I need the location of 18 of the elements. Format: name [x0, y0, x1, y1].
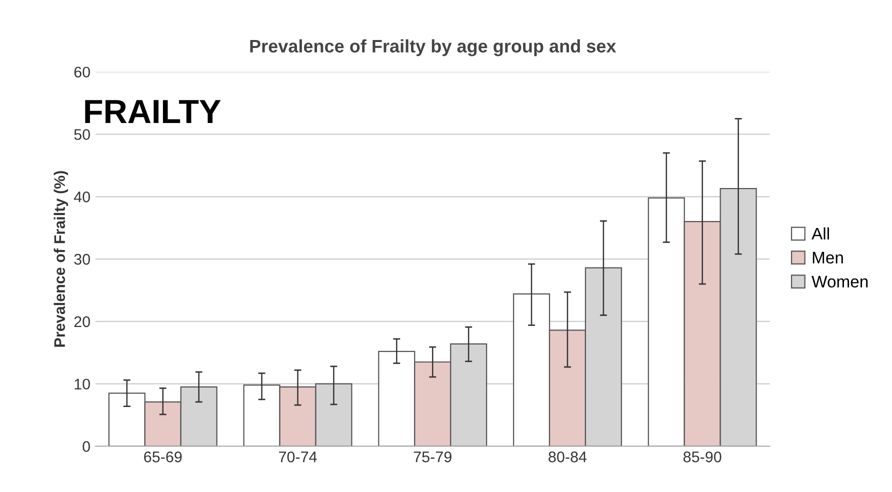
legend-label: Women — [812, 276, 868, 288]
x-tick-label: 85-90 — [683, 452, 722, 462]
y-tick-label: 60 — [74, 66, 90, 78]
y-axis-title: Prevalence of Frailty (%) — [54, 171, 68, 347]
x-tick-label: 65-69 — [144, 452, 182, 462]
annotation: FRAILTY — [85, 100, 221, 123]
y-tick-label: 50 — [74, 129, 90, 140]
y-tick-label: 10 — [74, 378, 90, 390]
y-tick-label: 20 — [74, 316, 90, 328]
x-tick-label: 70-74 — [278, 452, 317, 462]
y-tick-label: 30 — [74, 254, 90, 265]
x-tick-label: 80-84 — [548, 452, 587, 462]
y-tick-label: 40 — [74, 192, 90, 202]
chart-title: Prevalence of Frailty by age group and sex — [250, 39, 616, 56]
legend-label: All — [812, 227, 829, 240]
y-tick-label: 0 — [82, 441, 90, 452]
legend-label: Men — [812, 252, 843, 264]
x-tick-label: 75-79 — [414, 452, 452, 462]
